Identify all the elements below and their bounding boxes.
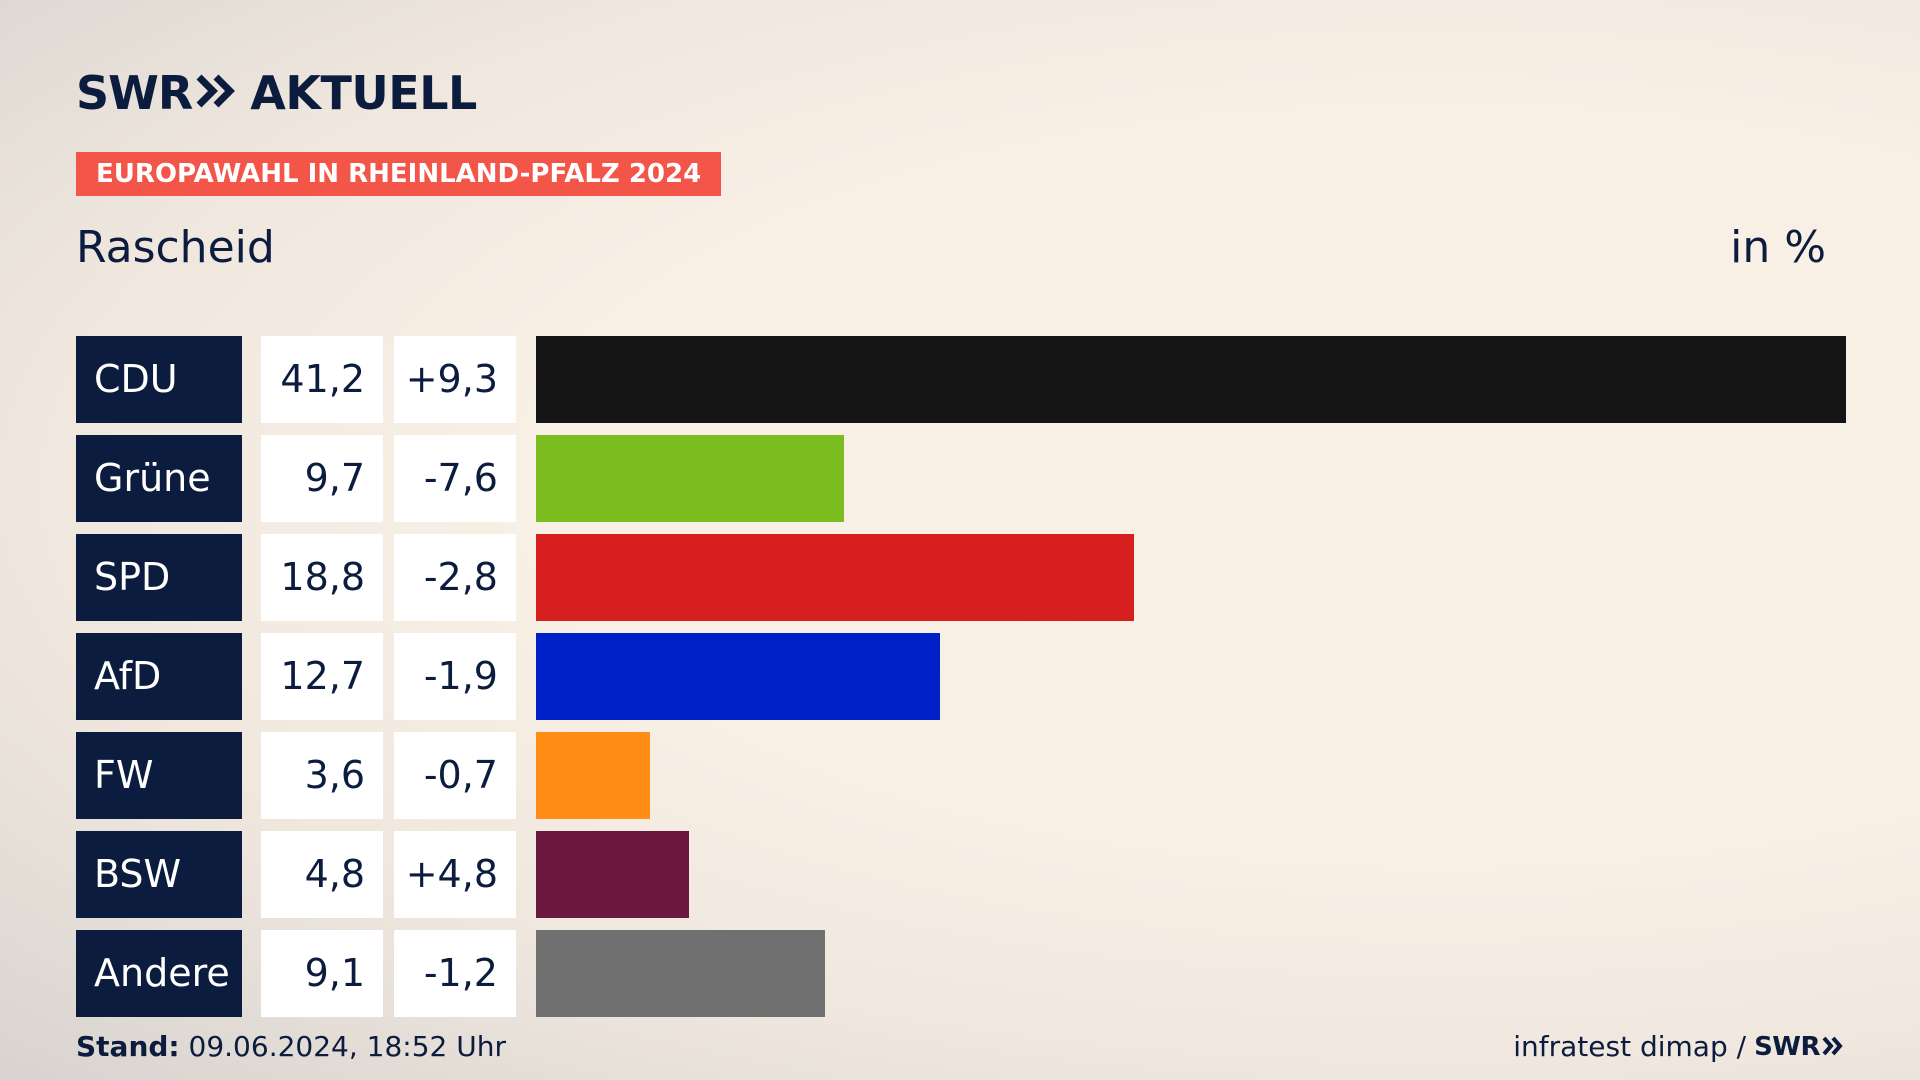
source-label: infratest dimap / — [1513, 1030, 1747, 1063]
vote-change-value: -1,2 — [394, 930, 516, 1017]
vote-share-value: 41,2 — [261, 336, 383, 423]
vote-change-value: +4,8 — [394, 831, 516, 918]
result-bar — [536, 435, 844, 522]
stand-label: Stand: — [76, 1030, 180, 1063]
result-bar — [536, 534, 1134, 621]
result-row: Grüne 9,7 -7,6 — [76, 435, 1846, 522]
party-label: BSW — [76, 831, 242, 918]
party-label: AfD — [76, 633, 242, 720]
vote-share-value: 12,7 — [261, 633, 383, 720]
result-bar — [536, 831, 689, 918]
result-row: SPD 18,8 -2,8 — [76, 534, 1846, 621]
election-banner: EUROPAWAHL IN RHEINLAND-PFALZ 2024 — [76, 152, 722, 196]
logo-section: AKTUELL — [250, 66, 477, 120]
party-label: Grüne — [76, 435, 242, 522]
unit-label: in % — [1730, 222, 1826, 273]
result-row: CDU 41,2 +9,3 — [76, 336, 1846, 423]
vote-share-value: 4,8 — [261, 831, 383, 918]
double-chevron-icon — [196, 74, 236, 112]
vote-change-value: -1,9 — [394, 633, 516, 720]
party-label: SPD — [76, 534, 242, 621]
vote-share-value: 18,8 — [261, 534, 383, 621]
vote-share-value: 9,1 — [261, 930, 383, 1017]
result-row: FW 3,6 -0,7 — [76, 732, 1846, 819]
result-row: Andere 9,1 -1,2 — [76, 930, 1846, 1017]
result-bar — [536, 930, 825, 1017]
timestamp: Stand: 09.06.2024, 18:52 Uhr — [76, 1030, 506, 1064]
place-title: Rascheid — [76, 222, 275, 273]
vote-change-value: -7,6 — [394, 435, 516, 522]
vote-change-value: -2,8 — [394, 534, 516, 621]
logo-brand: SWR — [76, 66, 193, 120]
result-bar — [536, 732, 650, 819]
vote-share-value: 3,6 — [261, 732, 383, 819]
party-label: Andere — [76, 930, 242, 1017]
party-label: CDU — [76, 336, 242, 423]
result-row: BSW 4,8 +4,8 — [76, 831, 1846, 918]
stand-value: 09.06.2024, 18:52 Uhr — [188, 1030, 506, 1063]
result-bar — [536, 336, 1846, 423]
source-credit: infratest dimap / SWR — [1513, 1030, 1844, 1064]
source-chevron-icon — [1822, 1030, 1844, 1064]
result-row: AfD 12,7 -1,9 — [76, 633, 1846, 720]
vote-share-value: 9,7 — [261, 435, 383, 522]
source-brand: SWR — [1754, 1032, 1820, 1062]
swr-aktuell-logo: SWR AKTUELL — [76, 68, 477, 118]
vote-change-value: +9,3 — [394, 336, 516, 423]
result-bar — [536, 633, 940, 720]
vote-change-value: -0,7 — [394, 732, 516, 819]
party-label: FW — [76, 732, 242, 819]
